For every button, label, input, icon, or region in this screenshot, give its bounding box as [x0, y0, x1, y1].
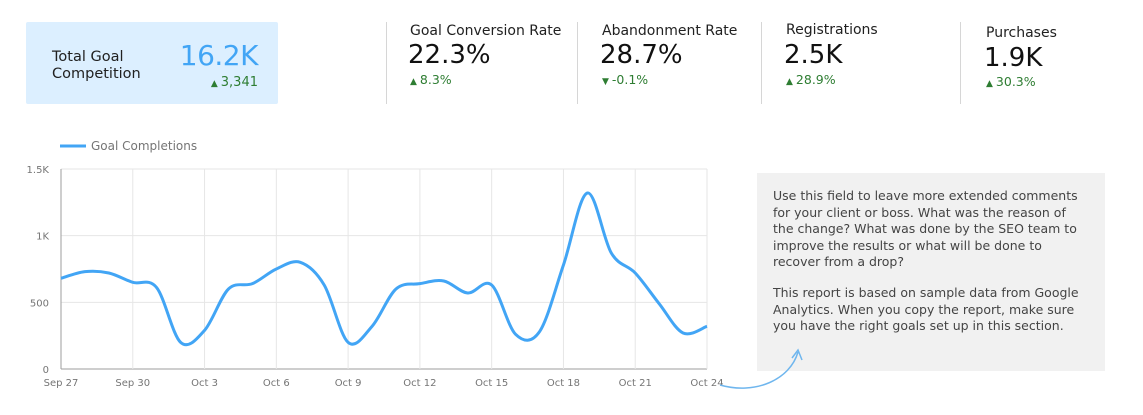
legend-label: Goal Completions [91, 139, 197, 153]
x-tick-label: Oct 9 [335, 378, 362, 389]
goal-completions-chart: Goal Completions 0 500 1K 1.5K Sep 27 Sep 30… [27, 139, 724, 389]
y-tick-label: 1.5K [27, 165, 50, 176]
series-goal-completions [60, 191, 708, 347]
divider [960, 22, 961, 104]
divider [761, 22, 762, 104]
kpi-label: Total Goal Competition [52, 49, 141, 82]
comment-paragraph: This report is based on sample data from… [773, 285, 1079, 333]
kpi-delta: ▲ 3,341 [211, 75, 258, 90]
x-tick-label: Oct 18 [547, 378, 580, 389]
x-tick-label: Oct 3 [191, 378, 218, 389]
chart-legend: Goal Completions [60, 139, 197, 153]
kpi-delta-value: 8.3% [419, 72, 452, 87]
kpi-label: Abandonment Rate [602, 23, 738, 39]
kpi-delta: ▲ 8.3% [410, 72, 452, 87]
y-tick-label: 500 [30, 298, 49, 309]
y-tick-label: 1K [36, 232, 49, 243]
arrow-up-icon: ▲ [410, 77, 417, 87]
kpi-label: Purchases [986, 25, 1057, 41]
x-tick-label: Oct 6 [263, 378, 290, 389]
kpi-label: Goal Conversion Rate [410, 23, 562, 39]
x-tick-label: Oct 21 [619, 378, 652, 389]
arrow-down-icon: ▼ [602, 77, 609, 87]
y-axis: 0 500 1K 1.5K [27, 165, 50, 376]
comment-box: Use this field to leave more extended co… [757, 173, 1105, 371]
arrow-up-icon: ▲ [986, 79, 993, 89]
kpi-value: 16.2K [179, 39, 259, 72]
kpi-value: 2.5K [784, 40, 843, 70]
kpi-delta: ▲ 28.9% [786, 72, 836, 87]
kpi-value: 1.9K [984, 43, 1043, 73]
chart-grid [60, 168, 708, 370]
kpi-delta-value: -0.1% [611, 72, 649, 87]
arrow-up-icon: ▲ [210, 79, 218, 89]
divider [577, 22, 578, 104]
kpi-delta: ▲ 30.3% [986, 74, 1036, 89]
kpi-value: 22.3% [408, 40, 491, 70]
kpi-delta-value: 30.3% [995, 74, 1036, 89]
x-axis: Sep 27 Sep 30 Oct 3 Oct 6 Oct 9 Oct 12 Oct 15 O… [44, 378, 724, 389]
kpi-label: Registrations [786, 22, 878, 38]
kpi-delta-value: 28.9% [795, 72, 836, 87]
x-tick-label: Sep 30 [115, 378, 150, 389]
x-tick-label: Oct 24 [690, 378, 723, 389]
arrow-up-icon: ▲ [786, 77, 793, 87]
kpi-total-goal-completion: Total Goal Competition 16.2K ▲ 3,341 [26, 22, 278, 104]
comment-paragraph: Use this field to leave more extended co… [773, 188, 1078, 269]
curved-arrow-icon [719, 348, 803, 389]
x-tick-label: Sep 27 [44, 378, 79, 389]
kpi-delta: ▼ -0.1% [602, 72, 648, 87]
y-tick-label: 0 [43, 365, 49, 376]
divider [386, 22, 387, 104]
x-tick-label: Oct 12 [403, 378, 436, 389]
kpi-delta-value: 3,341 [220, 75, 258, 90]
kpi-value: 28.7% [600, 40, 683, 70]
x-tick-label: Oct 15 [475, 378, 508, 389]
series-line [60, 191, 708, 347]
